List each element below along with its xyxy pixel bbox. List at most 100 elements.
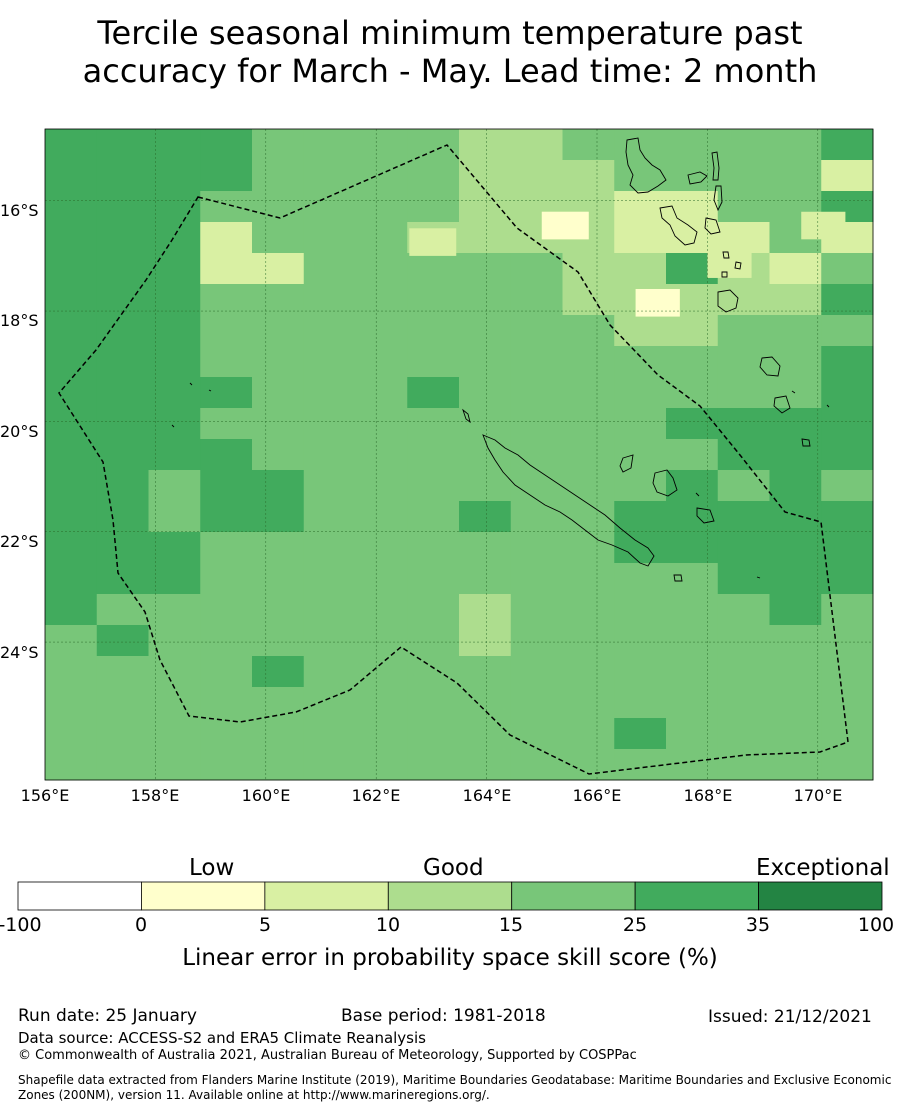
- skill-cell: [303, 408, 356, 440]
- graticule: [45, 129, 873, 780]
- map-frame: [44, 128, 874, 781]
- skill-cell: [459, 594, 512, 626]
- skill-cell: [96, 625, 149, 657]
- skill-cell-highlight: [707, 250, 752, 278]
- skill-cell: [614, 749, 667, 781]
- espiritu-santo-coast: [625, 137, 667, 194]
- skill-cell: [45, 346, 98, 378]
- skill-cell: [510, 346, 563, 378]
- skill-cell: [148, 687, 201, 719]
- skill-cell: [510, 284, 563, 316]
- skill-cell: [200, 346, 253, 378]
- colorbar-segment: [758, 881, 883, 911]
- skill-cell: [407, 160, 460, 192]
- skill-cell: [510, 129, 563, 161]
- skill-cell: [459, 346, 512, 378]
- skill-cell: [821, 346, 874, 378]
- skill-cell: [200, 718, 253, 750]
- skill-cell: [562, 408, 615, 440]
- skill-cell: [666, 439, 719, 471]
- skill-cell: [459, 532, 512, 564]
- skill-cell: [459, 315, 512, 347]
- skill-cell: [303, 315, 356, 347]
- skill-cell: [45, 594, 98, 626]
- skill-cell: [821, 656, 874, 688]
- skill-cell: [666, 501, 719, 533]
- skill-cell: [355, 563, 408, 595]
- skill-cell: [562, 656, 615, 688]
- skill-cell: [303, 470, 356, 502]
- skill-cell: [407, 625, 460, 657]
- skill-cell: [355, 253, 408, 285]
- epi-coast: [704, 217, 721, 235]
- skill-cell: [717, 563, 770, 595]
- skill-cell: [614, 160, 667, 192]
- skill-cell: [821, 625, 874, 657]
- skill-cell: [614, 625, 667, 657]
- skill-cell: [407, 470, 460, 502]
- loyalty-island-2: [652, 469, 678, 497]
- skill-cell: [200, 749, 253, 781]
- skill-cell: [303, 160, 356, 192]
- skill-cell: [200, 377, 253, 409]
- skill-cell: [96, 749, 149, 781]
- skill-cell: [717, 284, 770, 316]
- skill-cell: [769, 656, 822, 688]
- skill-cell: [562, 160, 615, 192]
- skill-cell: [614, 532, 667, 564]
- colorbar-tick-minus100: -100: [0, 914, 42, 936]
- colorbar-tick-35: 35: [745, 914, 771, 936]
- skill-cell: [148, 315, 201, 347]
- skill-cell: [355, 129, 408, 161]
- skill-cell: [717, 470, 770, 502]
- skill-cell: [355, 377, 408, 409]
- skill-cell: [45, 191, 98, 223]
- skill-cell: [148, 129, 201, 161]
- skill-cell: [510, 594, 563, 626]
- colorbar-segment: [141, 881, 266, 911]
- skill-cell: [45, 284, 98, 316]
- skill-cell: [303, 129, 356, 161]
- colorbar-tick-25: 25: [622, 914, 648, 936]
- skill-cell: [407, 129, 460, 161]
- skill-cell: [200, 470, 253, 502]
- skill-cell: [148, 284, 201, 316]
- skill-cell: [355, 656, 408, 688]
- skill-cell: [459, 439, 512, 471]
- skill-cell: [45, 749, 98, 781]
- skill-cell: [148, 222, 201, 254]
- skill-cell: [459, 222, 512, 254]
- skill-cell: [769, 284, 822, 316]
- skill-cell: [303, 718, 356, 750]
- skill-cell: [510, 718, 563, 750]
- skill-cell: [666, 625, 719, 657]
- skill-cell: [666, 377, 719, 409]
- isle-of-pines: [673, 574, 683, 582]
- skill-cell: [666, 656, 719, 688]
- skill-cell: [614, 656, 667, 688]
- skill-cell: [303, 284, 356, 316]
- skill-cell: [252, 160, 305, 192]
- skill-cell: [614, 470, 667, 502]
- skill-cell: [148, 532, 201, 564]
- skill-cell: [148, 749, 201, 781]
- skill-cell: [45, 501, 98, 533]
- skill-cell: [562, 315, 615, 347]
- skill-cell: [355, 687, 408, 719]
- skill-cell: [355, 284, 408, 316]
- skill-cell: [769, 408, 822, 440]
- skill-cell: [614, 687, 667, 719]
- skill-cell: [148, 377, 201, 409]
- skill-cell: [407, 315, 460, 347]
- skill-cell: [769, 315, 822, 347]
- skill-cell: [510, 625, 563, 657]
- skill-cell: [200, 594, 253, 626]
- skill-cell: [614, 191, 667, 223]
- skill-cell: [510, 532, 563, 564]
- skill-cell: [45, 532, 98, 564]
- skill-cell: [96, 222, 149, 254]
- skill-cell: [252, 687, 305, 719]
- skill-cell: [96, 160, 149, 192]
- skill-cell: [355, 501, 408, 533]
- skill-cell: [96, 284, 149, 316]
